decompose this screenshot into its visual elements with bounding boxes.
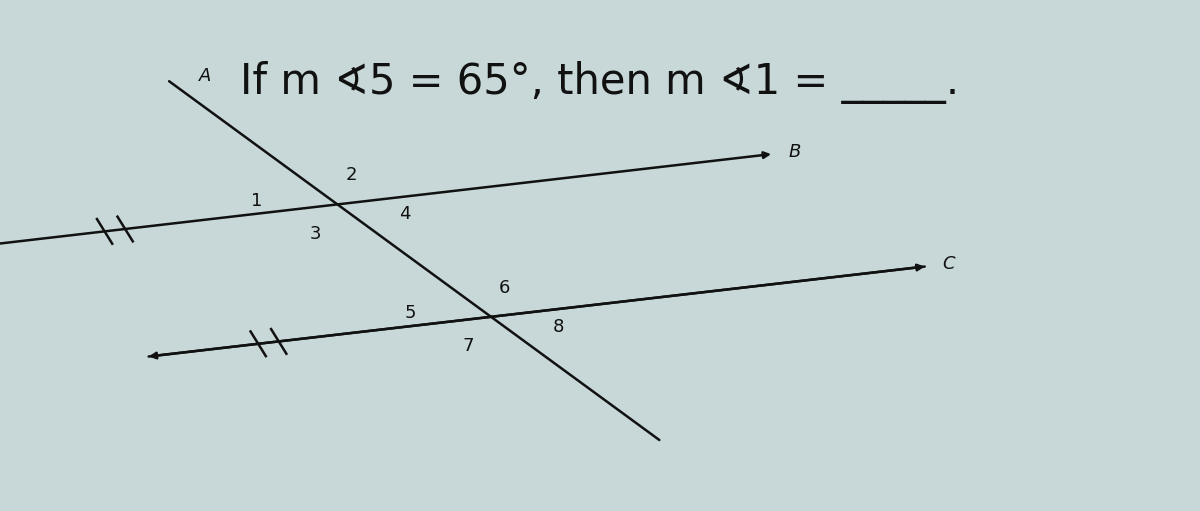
Text: C: C — [942, 255, 955, 273]
Text: B: B — [788, 143, 802, 160]
Text: 1: 1 — [251, 192, 263, 210]
Text: 8: 8 — [553, 317, 564, 336]
Text: 6: 6 — [499, 278, 510, 297]
Text: 5: 5 — [404, 304, 416, 322]
Text: If m ∢5 = 65°, then m ∢1 = _____.: If m ∢5 = 65°, then m ∢1 = _____. — [240, 61, 960, 104]
Text: 4: 4 — [400, 205, 410, 223]
Text: A: A — [199, 67, 211, 85]
Text: 7: 7 — [463, 337, 474, 355]
Text: 3: 3 — [310, 224, 320, 243]
Text: 2: 2 — [346, 166, 356, 184]
